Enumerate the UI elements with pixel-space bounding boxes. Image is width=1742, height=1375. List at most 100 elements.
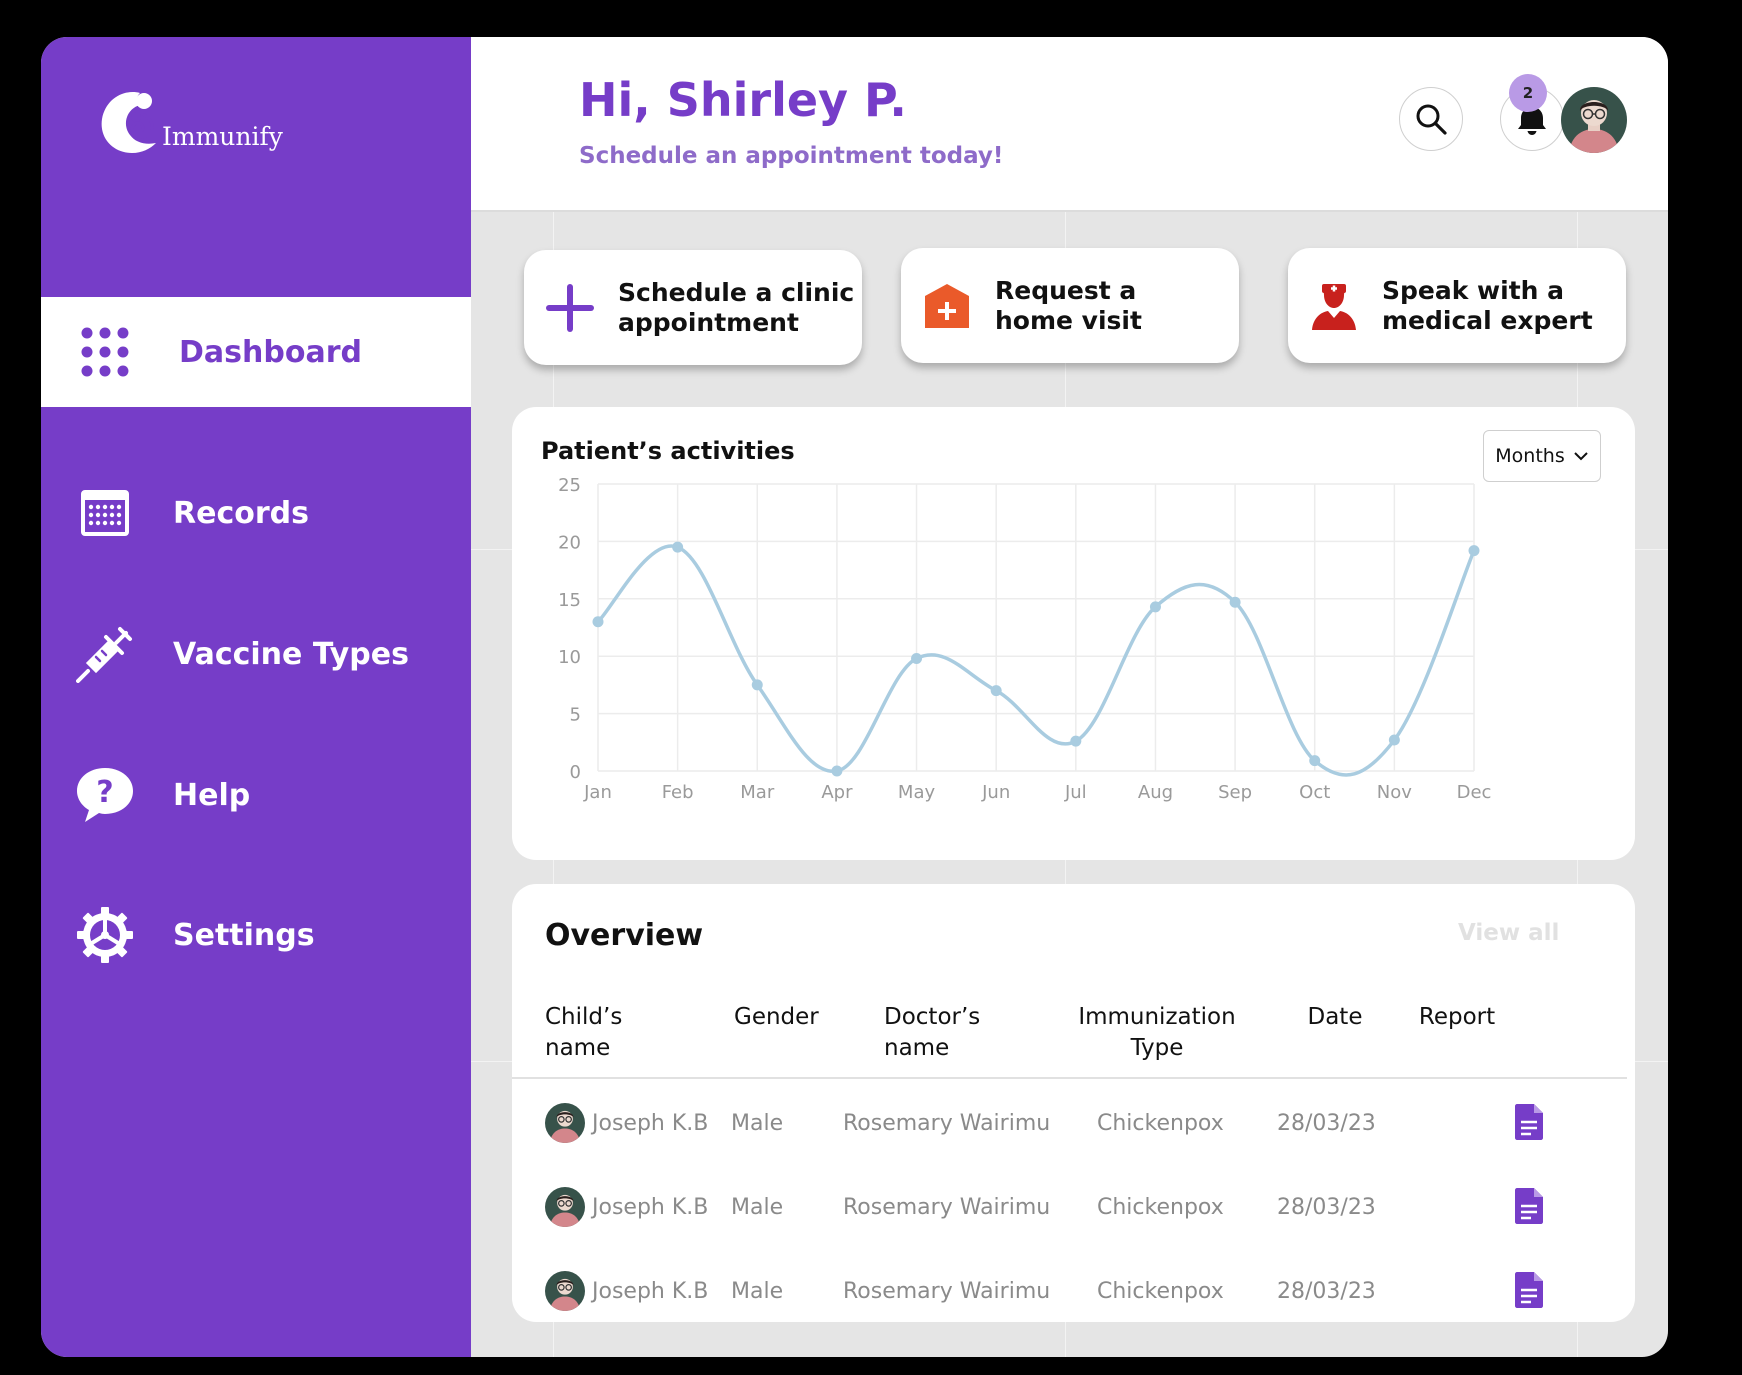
data-point: [1229, 596, 1241, 608]
column-header-doctor-name: Doctor’s name: [884, 1004, 981, 1061]
x-tick-label: Aug: [1138, 782, 1173, 803]
table-row[interactable]: Joseph K.B Male Rosemary Wairimu Chicken…: [512, 1249, 1635, 1333]
column-header-immunization-type: Immunization Type: [1078, 1004, 1236, 1061]
syringe-icon: [73, 622, 137, 686]
report-document-icon[interactable]: [1514, 1103, 1544, 1145]
x-tick-label: Apr: [821, 782, 853, 803]
action-label: Request a home visit: [995, 275, 1142, 335]
x-tick-label: Jul: [1064, 782, 1087, 803]
house-plus-icon: [921, 280, 973, 332]
sidebar-item-label: Help: [173, 777, 251, 813]
data-point: [592, 616, 604, 628]
app-logo[interactable]: Immunify: [96, 87, 283, 157]
report-document-icon[interactable]: [1514, 1271, 1544, 1313]
child-name: Joseph K.B: [592, 1110, 709, 1136]
sidebar-item-help[interactable]: ? Help: [41, 740, 471, 850]
activities-line-chart: 0 5 10 15 20 25 Jan Feb Mar Apr May Jun Jul Aug Sep Oct…: [558, 475, 1492, 803]
x-tick-label: Sep: [1218, 782, 1252, 803]
gender: Male: [731, 1110, 784, 1136]
data-point: [990, 685, 1002, 697]
series-line: [596, 544, 1476, 777]
x-tick-label: Jun: [981, 782, 1010, 803]
x-tick-label: Nov: [1377, 782, 1412, 803]
x-tick-label: Feb: [662, 782, 694, 803]
doctor-name: Rosemary Wairimu: [843, 1194, 1051, 1220]
notification-count-badge: 2: [1509, 74, 1547, 112]
data-point: [751, 679, 763, 691]
calendar-icon: [73, 481, 137, 545]
view-all-link[interactable]: View all: [1458, 920, 1560, 946]
y-tick-label: 15: [558, 590, 581, 611]
gender: Male: [731, 1194, 784, 1220]
dots-grid-icon: [73, 320, 137, 384]
column-header-report: Report: [1418, 1004, 1496, 1030]
mother-baby-logo-icon: [101, 92, 156, 153]
table-row[interactable]: Joseph K.B Male Rosemary Wairimu Chicken…: [512, 1081, 1635, 1165]
plus-icon: [544, 282, 596, 334]
immunization-type: Chickenpox: [1097, 1194, 1224, 1220]
gender: Male: [731, 1278, 784, 1304]
chart-title: Patient’s activities: [541, 437, 795, 465]
sidebar: Immunify Dashboard: [41, 37, 471, 1357]
data-point: [1468, 545, 1480, 557]
search-icon: [1416, 104, 1447, 135]
sidebar-item-dashboard[interactable]: Dashboard: [41, 297, 471, 407]
child-name: Joseph K.B: [592, 1194, 709, 1220]
data-point: [911, 652, 923, 664]
data-point: [1388, 734, 1400, 746]
speak-medical-expert-button[interactable]: Speak with a medical expert: [1288, 248, 1626, 363]
svg-text:?: ?: [96, 775, 113, 810]
child-avatar: [545, 1187, 585, 1227]
overview-title: Overview: [545, 918, 704, 953]
table-row[interactable]: Joseph K.B Male Rosemary Wairimu Chicken…: [512, 1165, 1635, 1249]
date: 28/03/23: [1277, 1278, 1376, 1304]
sidebar-item-vaccine-types[interactable]: Vaccine Types: [41, 599, 471, 709]
y-tick-label: 25: [558, 475, 581, 496]
date: 28/03/23: [1277, 1110, 1376, 1136]
action-label: Schedule a clinic appointment: [618, 277, 855, 337]
period-dropdown-value: Months: [1495, 445, 1565, 467]
child-name: Joseph K.B: [592, 1278, 709, 1304]
top-header: Hi, Shirley P. Schedule an appointment t…: [471, 37, 1668, 212]
data-point: [831, 765, 843, 777]
immunization-type: Chickenpox: [1097, 1110, 1224, 1136]
report-document-icon[interactable]: [1514, 1187, 1544, 1229]
period-dropdown[interactable]: Months: [1483, 430, 1601, 482]
child-avatar: [545, 1271, 585, 1311]
date: 28/03/23: [1277, 1194, 1376, 1220]
y-tick-label: 5: [570, 705, 581, 726]
greeting-subtitle: Schedule an appointment today!: [579, 143, 1004, 169]
patient-activities-card: 0 5 10 15 20 25 Jan Feb Mar Apr May Jun Jul Aug Sep Oct…: [512, 407, 1635, 860]
search-button[interactable]: [1399, 87, 1463, 151]
overview-card: Overview View all Child’s name Gender Do…: [512, 884, 1635, 1322]
data-point: [1070, 735, 1082, 747]
column-header-child-name: Child’s name: [545, 1004, 623, 1061]
data-point: [1149, 601, 1161, 613]
sidebar-item-label: Records: [173, 495, 309, 531]
doctor-name: Rosemary Wairimu: [843, 1110, 1051, 1136]
x-tick-label: Dec: [1457, 782, 1492, 803]
doctor-icon: [1308, 280, 1360, 332]
app-window: Immunify Dashboard: [41, 37, 1668, 1357]
y-tick-label: 20: [558, 532, 581, 553]
x-tick-label: Mar: [740, 782, 775, 803]
column-header-gender: Gender: [734, 1004, 819, 1030]
x-tick-label: May: [898, 782, 936, 803]
gear-icon: [73, 903, 137, 967]
child-avatar: [545, 1103, 585, 1143]
column-header-date: Date: [1307, 1004, 1363, 1030]
greeting-title: Hi, Shirley P.: [579, 73, 907, 127]
help-bubble-icon: ?: [73, 763, 137, 827]
user-avatar[interactable]: [1561, 87, 1627, 153]
request-home-visit-button[interactable]: Request a home visit: [901, 248, 1239, 363]
immunization-type: Chickenpox: [1097, 1278, 1224, 1304]
sidebar-item-label: Dashboard: [179, 334, 362, 370]
sidebar-item-records[interactable]: Records: [41, 458, 471, 568]
y-tick-label: 0: [570, 762, 581, 783]
schedule-appointment-button[interactable]: Schedule a clinic appointment: [524, 250, 862, 365]
doctor-name: Rosemary Wairimu: [843, 1278, 1051, 1304]
sidebar-item-settings[interactable]: Settings: [41, 880, 471, 990]
data-point: [1309, 755, 1321, 767]
x-tick-label: Oct: [1299, 782, 1330, 803]
action-label: Speak with a medical expert: [1382, 275, 1593, 335]
